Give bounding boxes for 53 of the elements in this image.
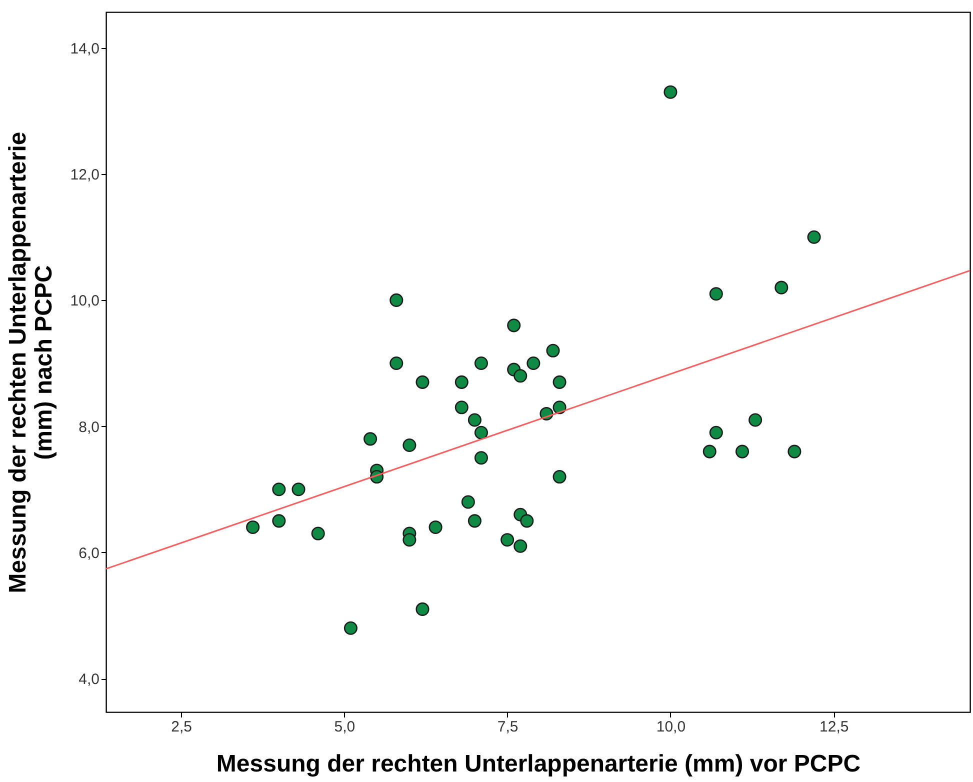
point xyxy=(500,533,514,547)
point xyxy=(344,621,358,635)
point xyxy=(507,318,521,332)
point xyxy=(292,482,306,496)
x-axis-title: Messung der rechten Unterlappenarterie (mm) vor PCPC xyxy=(216,750,861,778)
point xyxy=(454,375,468,389)
point xyxy=(709,287,723,301)
y-tick-label: 12,0 xyxy=(70,166,100,184)
point xyxy=(402,438,416,452)
x-tick-label: 12,5 xyxy=(820,718,849,736)
y-tick-label: 4,0 xyxy=(78,671,100,688)
point xyxy=(246,520,260,534)
point xyxy=(474,451,488,465)
point xyxy=(514,369,528,383)
point xyxy=(709,426,723,440)
point xyxy=(468,413,482,427)
point xyxy=(520,514,534,528)
point xyxy=(390,293,404,307)
point xyxy=(474,356,488,370)
point xyxy=(454,400,468,414)
point xyxy=(364,432,378,446)
x-tick-label: 2,5 xyxy=(171,718,192,736)
x-tick-label: 10,0 xyxy=(656,718,686,736)
point xyxy=(546,344,560,358)
x-tick-label: 5,0 xyxy=(334,718,356,736)
point xyxy=(514,539,528,553)
x-tick-label: 7,5 xyxy=(497,718,518,736)
point xyxy=(552,470,566,484)
point xyxy=(748,413,762,427)
point xyxy=(526,356,540,370)
y-tick-label: 8,0 xyxy=(78,418,100,436)
y-axis-title: Messung der rechten Unterlappenarterie (mm) nach PCPC xyxy=(4,132,58,594)
point xyxy=(788,444,802,458)
point xyxy=(272,482,286,496)
point xyxy=(807,230,821,244)
point xyxy=(272,514,286,528)
point xyxy=(474,426,488,440)
point xyxy=(311,526,325,540)
point xyxy=(428,520,442,534)
point xyxy=(416,375,430,389)
point xyxy=(702,444,716,458)
y-tick-label: 6,0 xyxy=(78,544,100,562)
point xyxy=(774,280,788,294)
point xyxy=(416,602,430,616)
point xyxy=(552,375,566,389)
point xyxy=(735,444,750,458)
y-tick-label: 14,0 xyxy=(70,40,100,58)
point xyxy=(664,85,678,99)
point xyxy=(402,533,416,547)
point xyxy=(461,495,475,509)
point xyxy=(390,356,404,370)
point xyxy=(468,514,482,528)
y-tick-label: 10,0 xyxy=(70,292,100,310)
